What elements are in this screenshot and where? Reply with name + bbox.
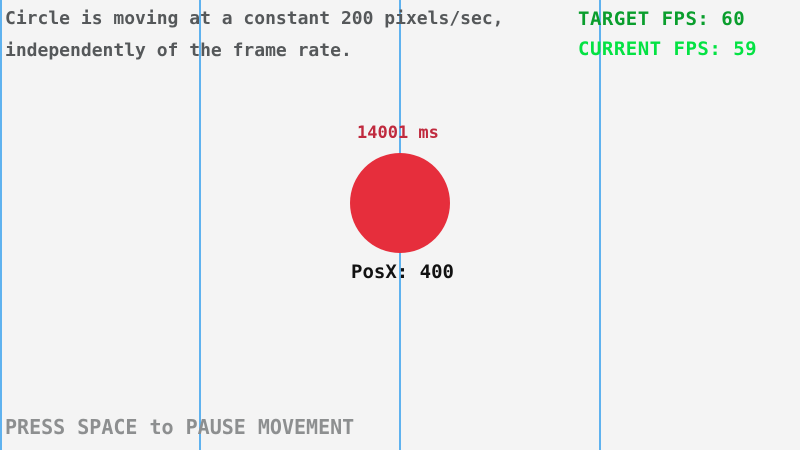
target-fps-readout: TARGET FPS: 60 bbox=[578, 8, 746, 30]
elapsed-time-label: 14001 ms bbox=[357, 123, 439, 143]
info-line-1: Circle is moving at a constant 200 pixel… bbox=[5, 8, 504, 29]
gridline bbox=[0, 0, 2, 450]
gridline bbox=[599, 0, 601, 450]
pause-hint-label: PRESS SPACE to PAUSE MOVEMENT bbox=[5, 415, 355, 439]
circle-position-label: PosX: 400 bbox=[351, 261, 454, 283]
moving-circle bbox=[350, 153, 450, 253]
current-fps-readout: CURRENT FPS: 59 bbox=[578, 38, 758, 60]
gridline bbox=[199, 0, 201, 450]
info-line-2: independently of the frame rate. bbox=[5, 40, 352, 61]
